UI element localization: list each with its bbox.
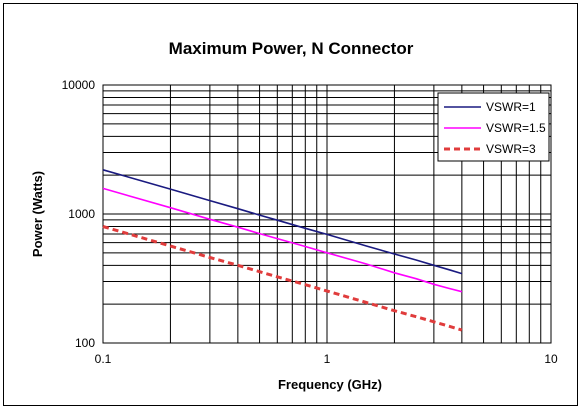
y-tick-label: 100	[75, 336, 95, 350]
legend: VSWR=1 VSWR=1.5 VSWR=3	[437, 92, 550, 162]
x-tick-label: 0.1	[95, 352, 112, 366]
plot-border	[102, 84, 552, 344]
legend-label-2: VSWR=1.5	[486, 121, 546, 135]
series-line-1	[102, 169, 463, 275]
legend-label-1: VSWR=1	[486, 100, 536, 114]
y-tick-label: 10000	[62, 78, 96, 92]
chart-title: Maximum Power, N Connector	[169, 39, 414, 58]
legend-label-3: VSWR=3	[486, 142, 536, 156]
series-line-2	[102, 187, 463, 293]
y-axis-label: Power (Watts)	[30, 171, 45, 257]
series-line-3	[102, 225, 463, 332]
y-tick-label: 1000	[68, 207, 95, 221]
x-tick-label: 10	[544, 352, 558, 366]
x-tick-label: 1	[324, 352, 331, 366]
x-axis-label: Frequency (GHz)	[278, 377, 382, 392]
